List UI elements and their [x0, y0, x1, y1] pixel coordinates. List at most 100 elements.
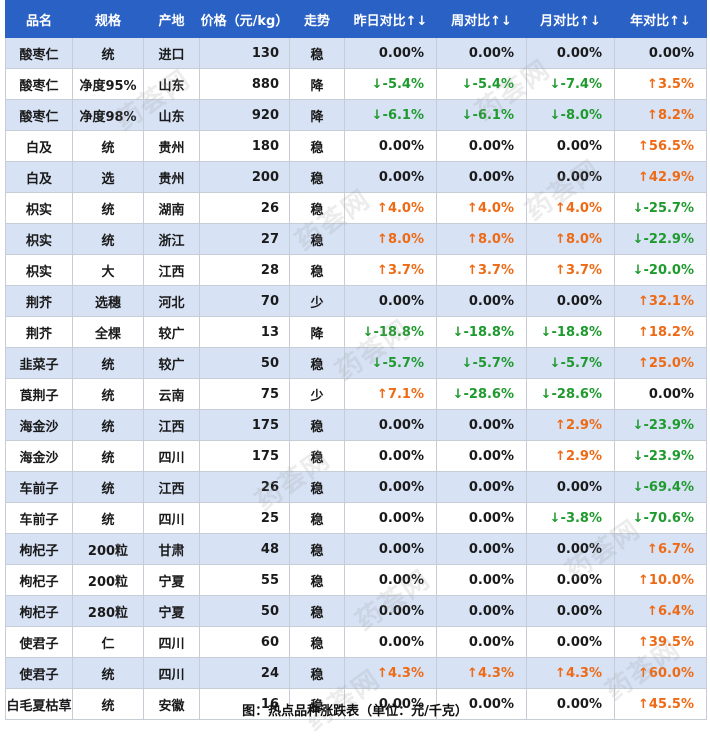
price-cell: 13 — [199, 316, 290, 348]
column-header[interactable]: 年对比↑↓ — [614, 0, 707, 38]
spec-cell: 统 — [72, 657, 144, 689]
price-cell: 175 — [199, 440, 290, 472]
year-change-cell: ↓-69.4% — [614, 471, 707, 503]
day-change-cell: 0.00% — [344, 285, 437, 317]
herb-name-cell: 车前子 — [5, 471, 73, 503]
week-change-cell: ↓-5.7% — [436, 347, 527, 379]
year-change-cell: ↓-25.7% — [614, 192, 707, 224]
spec-cell: 仁 — [72, 626, 144, 658]
origin-cell: 江西 — [143, 471, 200, 503]
herb-name-cell: 枸杞子 — [5, 595, 73, 627]
day-change-cell: ↓-5.4% — [344, 68, 437, 100]
trend-cell: 稳 — [289, 533, 345, 565]
spec-cell: 选穗 — [72, 285, 144, 317]
week-change-cell: 0.00% — [436, 688, 527, 720]
herb-name-cell: 使君子 — [5, 657, 73, 689]
spec-cell: 统 — [72, 347, 144, 379]
trend-cell: 少 — [289, 285, 345, 317]
trend-cell: 稳 — [289, 595, 345, 627]
herb-name-cell: 海金沙 — [5, 409, 73, 441]
week-change-cell: ↑4.0% — [436, 192, 527, 224]
day-change-cell: ↓-6.1% — [344, 99, 437, 131]
table-row: 枳实统湖南 26 稳 ↑4.0% ↑4.0% ↑4.0% ↓-25.7% — [5, 192, 707, 224]
herb-name-cell: 枳实 — [5, 223, 73, 255]
month-change-cell: 0.00% — [526, 533, 615, 565]
trend-cell: 降 — [289, 68, 345, 100]
origin-cell: 甘肃 — [143, 533, 200, 565]
origin-cell: 四川 — [143, 502, 200, 534]
trend-cell: 稳 — [289, 657, 345, 689]
month-change-cell: ↑4.0% — [526, 192, 615, 224]
spec-cell: 280粒 — [72, 595, 144, 627]
day-change-cell: 0.00% — [344, 533, 437, 565]
day-change-cell: 0.00% — [344, 471, 437, 503]
column-header[interactable]: 周对比↑↓ — [436, 0, 527, 38]
table-row: 酸枣仁 净度95% 山东 880 降 ↓-5.4% ↓-5.4% ↓-7.4% ↑3.5% — [5, 68, 707, 100]
column-header[interactable]: 规格 — [72, 0, 144, 38]
month-change-cell: 0.00% — [526, 161, 615, 193]
column-header[interactable]: 产地 — [143, 0, 200, 38]
week-change-cell: 0.00% — [436, 37, 527, 69]
day-change-cell: 0.00% — [344, 37, 437, 69]
herb-name-cell: 车前子 — [5, 502, 73, 534]
origin-cell: 四川 — [143, 440, 200, 472]
day-change-cell: 0.00% — [344, 409, 437, 441]
month-change-cell: ↑4.3% — [526, 657, 615, 689]
year-change-cell: ↑45.5% — [614, 688, 707, 720]
origin-cell: 进口 — [143, 37, 200, 69]
price-cell: 130 — [199, 37, 290, 69]
price-cell: 27 — [199, 223, 290, 255]
herb-name-cell: 韭菜子 — [5, 347, 73, 379]
price-cell: 75 — [199, 378, 290, 410]
origin-cell: 宁夏 — [143, 595, 200, 627]
year-change-cell: ↓-70.6% — [614, 502, 707, 534]
origin-cell: 浙江 — [143, 223, 200, 255]
year-change-cell: ↑56.5% — [614, 130, 707, 162]
year-change-cell: ↑32.1% — [614, 285, 707, 317]
table-row: 海金沙统四川 175 稳 0.00% 0.00% ↑2.9% ↓-23.9% — [5, 440, 707, 472]
spec-cell: 统 — [72, 409, 144, 441]
spec-cell: 选 — [72, 161, 144, 193]
trend-cell: 稳 — [289, 347, 345, 379]
month-change-cell: ↑3.7% — [526, 254, 615, 286]
table-row: 车前子统四川 25 稳 0.00% 0.00% ↓-3.8% ↓-70.6% — [5, 502, 707, 534]
day-change-cell: ↓-5.7% — [344, 347, 437, 379]
column-header[interactable]: 月对比↑↓ — [526, 0, 615, 38]
month-change-cell: ↑2.9% — [526, 409, 615, 441]
table-row: 荆芥 选穗 河北 70 少 0.00% 0.00% 0.00% ↑32.1% — [5, 285, 707, 317]
month-change-cell: 0.00% — [526, 130, 615, 162]
trend-cell: 稳 — [289, 564, 345, 596]
table-header-row: 品名 规格 产地 价格（元/kg） 走势 昨日对比↑↓ 周对比↑↓ 月对比↑↓ 年对比↑↓ — [5, 0, 707, 38]
year-change-cell: ↓-22.9% — [614, 223, 707, 255]
trend-cell: 稳 — [289, 161, 345, 193]
year-change-cell: ↑25.0% — [614, 347, 707, 379]
column-header[interactable]: 价格（元/kg） — [199, 0, 290, 38]
table-row: 枳实大江西 28 稳 ↑3.7% ↑3.7% ↑3.7% ↓-20.0% — [5, 254, 707, 286]
trend-cell: 降 — [289, 316, 345, 348]
spec-cell: 200粒 — [72, 564, 144, 596]
spec-cell: 200粒 — [72, 533, 144, 565]
month-change-cell: 0.00% — [526, 471, 615, 503]
origin-cell: 较广 — [143, 316, 200, 348]
origin-cell: 四川 — [143, 626, 200, 658]
price-cell: 55 — [199, 564, 290, 596]
trend-cell: 稳 — [289, 440, 345, 472]
column-header[interactable]: 昨日对比↑↓ — [344, 0, 437, 38]
week-change-cell: 0.00% — [436, 471, 527, 503]
origin-cell: 江西 — [143, 409, 200, 441]
year-change-cell: ↑60.0% — [614, 657, 707, 689]
table-row: 莨荆子统云南 75 少 ↑7.1% ↓-28.6% ↓-28.6% 0.00% — [5, 378, 707, 410]
year-change-cell: ↑10.0% — [614, 564, 707, 596]
spec-cell: 统 — [72, 440, 144, 472]
herb-name-cell: 酸枣仁 — [5, 99, 73, 131]
herb-name-cell: 枸杞子 — [5, 564, 73, 596]
table-row: 使君子统四川 24 稳 ↑4.3% ↑4.3% ↑4.3% ↑60.0% — [5, 657, 707, 689]
column-header[interactable]: 走势 — [289, 0, 345, 38]
origin-cell: 云南 — [143, 378, 200, 410]
column-header[interactable]: 品名 — [5, 0, 73, 38]
trend-cell: 稳 — [289, 626, 345, 658]
trend-cell: 稳 — [289, 192, 345, 224]
herb-name-cell: 枳实 — [5, 192, 73, 224]
day-change-cell: ↑3.7% — [344, 254, 437, 286]
day-change-cell: 0.00% — [344, 626, 437, 658]
